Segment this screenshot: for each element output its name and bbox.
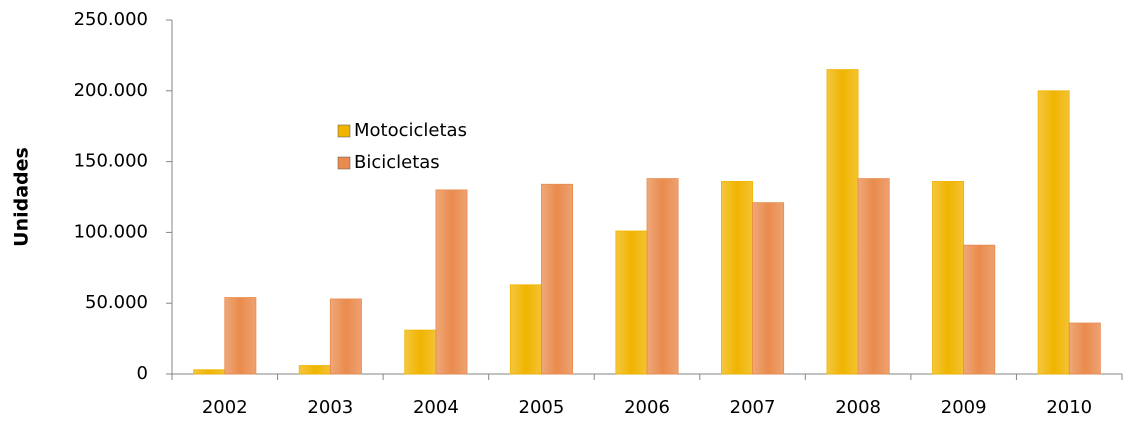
bar <box>509 284 542 375</box>
bar <box>826 69 859 375</box>
y-tick-label: 0 <box>137 363 148 384</box>
bar <box>1037 90 1070 375</box>
bar <box>435 189 468 375</box>
x-tick-label: 2007 <box>730 397 776 418</box>
x-tick-label: 2004 <box>413 397 459 418</box>
bar <box>404 329 437 375</box>
bar <box>646 178 679 375</box>
bar <box>721 181 753 375</box>
y-axis-label: Unidades <box>11 147 33 247</box>
x-tick-label: 2002 <box>202 397 248 418</box>
x-tick-label: 2010 <box>1046 397 1092 418</box>
legend-swatch <box>337 124 351 138</box>
y-tick-label: 250.000 <box>74 9 148 30</box>
x-tick-label: 2005 <box>519 397 565 418</box>
bar <box>193 369 226 375</box>
y-tick-label: 200.000 <box>74 80 148 101</box>
bar <box>541 183 573 375</box>
bar <box>329 298 362 375</box>
legend-label: Bicicletas <box>354 152 440 173</box>
bar <box>615 230 648 375</box>
bar <box>224 297 257 375</box>
bar <box>1068 322 1101 375</box>
bar <box>752 202 785 375</box>
bar <box>857 178 890 375</box>
x-tick-label: 2003 <box>307 397 353 418</box>
x-tick-label: 2006 <box>624 397 670 418</box>
bar <box>932 181 965 375</box>
y-tick-label: 150.000 <box>74 151 148 172</box>
bar <box>298 365 331 375</box>
legend-label: Motocicletas <box>354 120 467 141</box>
y-tick-label: 100.000 <box>74 221 148 242</box>
y-tick-label: 50.000 <box>85 292 148 313</box>
x-tick-label: 2008 <box>835 397 881 418</box>
legend-swatch <box>337 156 351 170</box>
x-tick-label: 2009 <box>941 397 987 418</box>
bar <box>963 244 996 375</box>
